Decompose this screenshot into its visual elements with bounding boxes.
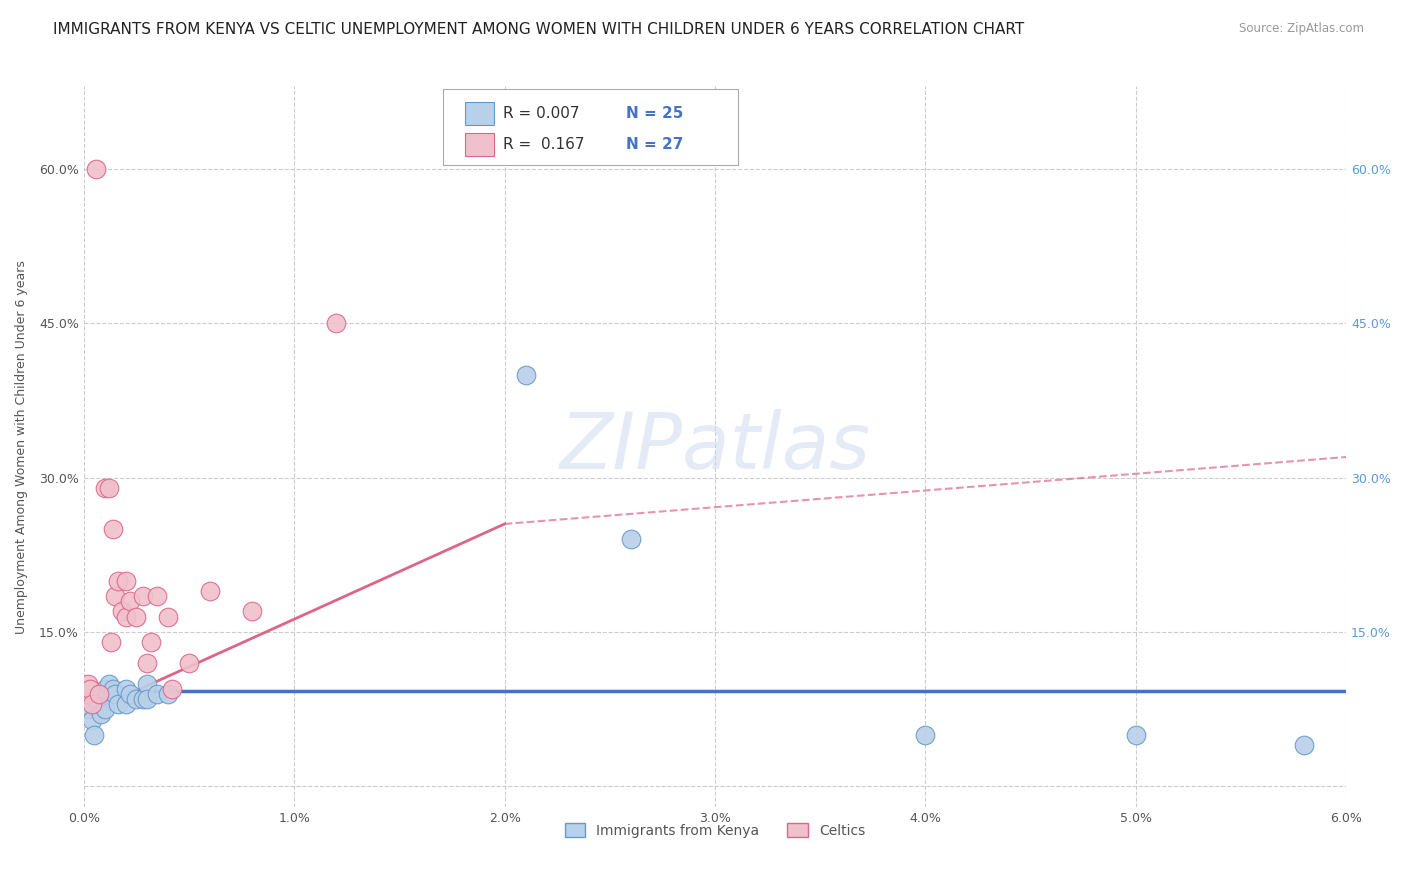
Point (94, 681, 117, 696)
Point (132, 692, 155, 706)
Point (86, 692, 108, 706)
Point (177, 656, 200, 670)
Point (82, 697, 104, 711)
Point (120, 594, 142, 608)
Point (125, 609, 148, 624)
Text: N = 27: N = 27 (626, 137, 683, 152)
Point (90, 707, 112, 722)
Text: R =  0.167: R = 0.167 (503, 137, 585, 152)
Text: N = 25: N = 25 (626, 106, 683, 120)
Text: IMMIGRANTS FROM KENYA VS CELTIC UNEMPLOYMENT AMONG WOMEN WITH CHILDREN UNDER 6 Y: IMMIGRANTS FROM KENYA VS CELTIC UNEMPLOY… (53, 22, 1025, 37)
Point (160, 681, 183, 696)
Point (103, 681, 125, 696)
Point (1294, 739, 1316, 753)
Point (107, 574, 129, 588)
Point (136, 676, 159, 690)
Point (115, 681, 138, 696)
Point (94, 481, 117, 495)
Point (98, 481, 121, 495)
Point (77, 702, 100, 716)
Point (75, 687, 97, 701)
Point (240, 604, 263, 618)
Point (136, 656, 159, 670)
Point (115, 609, 138, 624)
Point (79, 681, 101, 696)
Point (83, 728, 105, 742)
Point (156, 687, 179, 701)
Point (132, 589, 155, 603)
Point (115, 574, 138, 588)
Y-axis label: Unemployment Among Women with Children Under 6 years: Unemployment Among Women with Children U… (15, 260, 28, 633)
Point (620, 533, 643, 547)
Point (104, 687, 127, 701)
Text: R = 0.007: R = 0.007 (503, 106, 579, 120)
Legend: Immigrants from Kenya, Celtics: Immigrants from Kenya, Celtics (560, 817, 872, 843)
Point (125, 692, 148, 706)
Point (111, 604, 134, 618)
Text: ZIPatlas: ZIPatlas (560, 409, 870, 484)
Point (156, 609, 179, 624)
Point (146, 687, 169, 701)
Point (86, 161, 108, 176)
Point (87, 687, 110, 701)
Point (141, 635, 163, 649)
Point (136, 692, 159, 706)
Point (115, 697, 138, 711)
Point (107, 697, 129, 711)
Point (98, 676, 121, 690)
Point (104, 589, 127, 603)
Point (77, 676, 100, 690)
Text: Source: ZipAtlas.com: Source: ZipAtlas.com (1239, 22, 1364, 36)
Point (198, 583, 221, 598)
Point (94, 702, 117, 716)
Point (82, 713, 104, 727)
Point (100, 635, 122, 649)
Point (103, 522, 125, 536)
Point (1125, 728, 1147, 742)
Point (325, 316, 347, 330)
Point (515, 368, 537, 382)
Point (120, 687, 142, 701)
Point (914, 728, 936, 742)
Point (146, 589, 169, 603)
